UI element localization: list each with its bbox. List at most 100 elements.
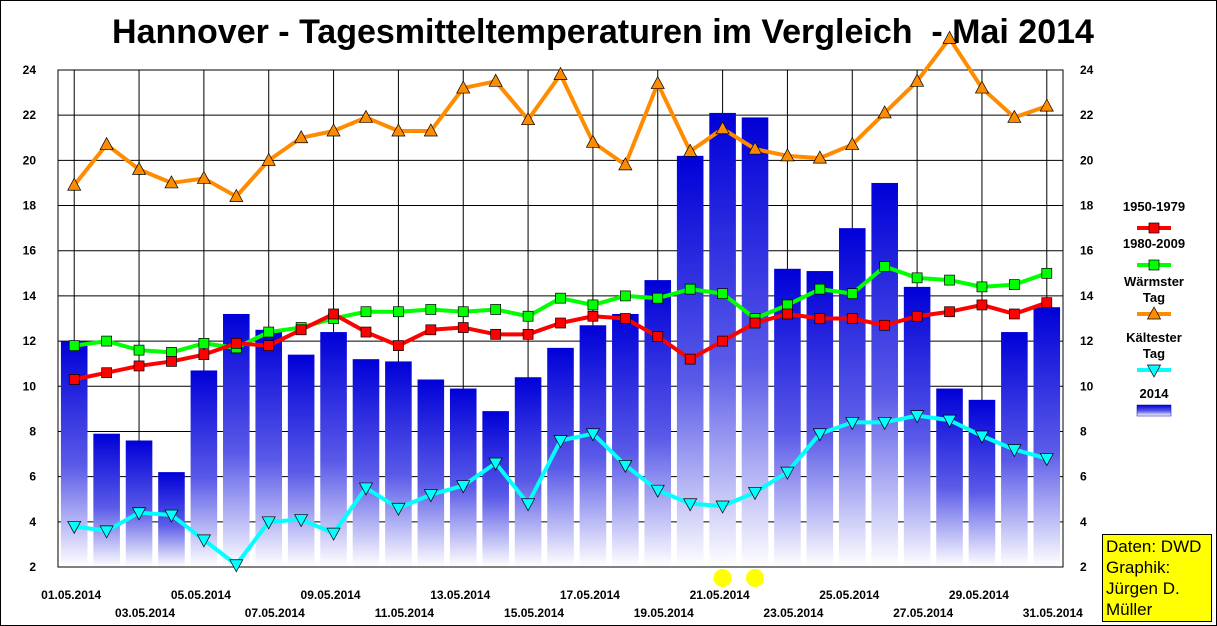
point-marker bbox=[553, 435, 568, 449]
x-tick-label: 29.05.2014 bbox=[949, 588, 1009, 602]
point-marker bbox=[133, 344, 145, 356]
y-tick-label: 16 bbox=[1080, 244, 1094, 258]
point-marker bbox=[814, 313, 826, 324]
legend-label: Wärmster bbox=[1124, 274, 1184, 289]
legend-label: 2014 bbox=[1140, 386, 1170, 401]
legend: 1950-19791980-2009WärmsterTagKältesterTa… bbox=[1123, 199, 1185, 417]
bar bbox=[644, 280, 672, 567]
point-marker bbox=[618, 157, 633, 171]
point-marker bbox=[683, 143, 698, 157]
point-marker bbox=[166, 347, 177, 358]
point-marker bbox=[877, 105, 892, 119]
bar bbox=[125, 440, 153, 567]
x-tick-label: 11.05.2014 bbox=[375, 606, 435, 620]
point-marker bbox=[553, 66, 568, 80]
point-marker bbox=[652, 292, 664, 304]
y-tick-label: 20 bbox=[1080, 153, 1094, 167]
point-marker bbox=[944, 274, 955, 286]
point-marker bbox=[683, 498, 698, 512]
point-marker bbox=[1009, 308, 1020, 320]
point-marker bbox=[879, 319, 891, 331]
credit-line-4: Müller bbox=[1106, 600, 1153, 619]
point-marker bbox=[814, 283, 826, 295]
bar bbox=[612, 313, 639, 567]
point-marker bbox=[68, 340, 80, 351]
y-tick-label: 24 bbox=[1080, 63, 1094, 77]
point-marker bbox=[782, 308, 793, 320]
point-marker bbox=[490, 304, 502, 315]
y-tick-label: 8 bbox=[1080, 424, 1087, 438]
x-tick-label: 25.05.2014 bbox=[819, 588, 879, 602]
point-marker bbox=[1007, 444, 1022, 458]
legend-label: Tag bbox=[1143, 290, 1165, 305]
point-marker bbox=[196, 534, 211, 548]
highlight-dot bbox=[746, 569, 765, 587]
point-marker bbox=[684, 283, 696, 295]
point-marker bbox=[585, 134, 601, 148]
legend-label: 1980-2009 bbox=[1123, 236, 1185, 251]
point-marker bbox=[196, 170, 211, 184]
x-tick-label: 07.05.2014 bbox=[245, 606, 305, 620]
point-marker bbox=[1039, 98, 1054, 112]
point-marker bbox=[747, 141, 763, 155]
point-marker bbox=[749, 317, 761, 329]
legend-label: Kältester bbox=[1126, 330, 1182, 345]
point-marker bbox=[780, 148, 795, 162]
point-marker bbox=[944, 306, 955, 318]
point-marker bbox=[1009, 279, 1020, 290]
point-marker bbox=[425, 304, 437, 315]
point-marker bbox=[457, 306, 469, 318]
bar bbox=[482, 411, 509, 567]
point-marker bbox=[942, 30, 957, 44]
point-marker bbox=[328, 308, 339, 320]
x-tick-label: 19.05.2014 bbox=[634, 606, 694, 620]
point-marker bbox=[717, 288, 728, 299]
point-marker bbox=[717, 335, 728, 347]
point-marker bbox=[911, 310, 923, 322]
point-marker bbox=[747, 487, 763, 501]
y-tick-label: 6 bbox=[29, 470, 36, 484]
point-marker bbox=[164, 509, 179, 523]
legend-marker bbox=[1146, 364, 1162, 378]
point-marker bbox=[910, 410, 925, 424]
point-marker bbox=[845, 417, 860, 431]
point-marker bbox=[522, 328, 534, 340]
credit-line-2: Graphik: bbox=[1106, 558, 1171, 577]
point-marker bbox=[423, 123, 438, 137]
point-marker bbox=[1041, 267, 1053, 279]
point-marker bbox=[1039, 453, 1054, 467]
point-marker bbox=[812, 428, 827, 442]
bar bbox=[223, 313, 250, 567]
y-tick-label: 14 bbox=[23, 289, 37, 303]
point-marker bbox=[133, 360, 145, 372]
point-marker bbox=[393, 340, 404, 351]
point-marker bbox=[67, 520, 82, 535]
point-marker bbox=[520, 111, 536, 126]
point-marker bbox=[522, 310, 534, 322]
point-marker bbox=[555, 292, 566, 304]
legend-label: 1950-1979 bbox=[1123, 199, 1185, 214]
point-marker bbox=[782, 299, 793, 311]
point-marker bbox=[68, 374, 80, 385]
point-marker bbox=[619, 290, 631, 302]
point-marker bbox=[910, 73, 925, 87]
y-tick-label: 4 bbox=[29, 515, 36, 529]
bar bbox=[871, 182, 898, 568]
point-marker bbox=[391, 502, 406, 516]
point-marker bbox=[425, 324, 437, 336]
bar bbox=[385, 361, 412, 567]
point-marker bbox=[488, 457, 503, 471]
x-tick-label: 21.05.2014 bbox=[690, 588, 750, 602]
line-series bbox=[67, 30, 1054, 573]
point-marker bbox=[326, 527, 341, 541]
point-marker bbox=[684, 353, 696, 365]
bar bbox=[514, 377, 542, 567]
y-tick-label: 16 bbox=[23, 244, 37, 258]
point-marker bbox=[229, 559, 244, 573]
bar bbox=[903, 286, 931, 567]
x-tick-label: 05.05.2014 bbox=[171, 588, 231, 602]
point-marker bbox=[101, 335, 112, 347]
point-marker bbox=[99, 136, 114, 150]
point-marker bbox=[619, 313, 631, 324]
